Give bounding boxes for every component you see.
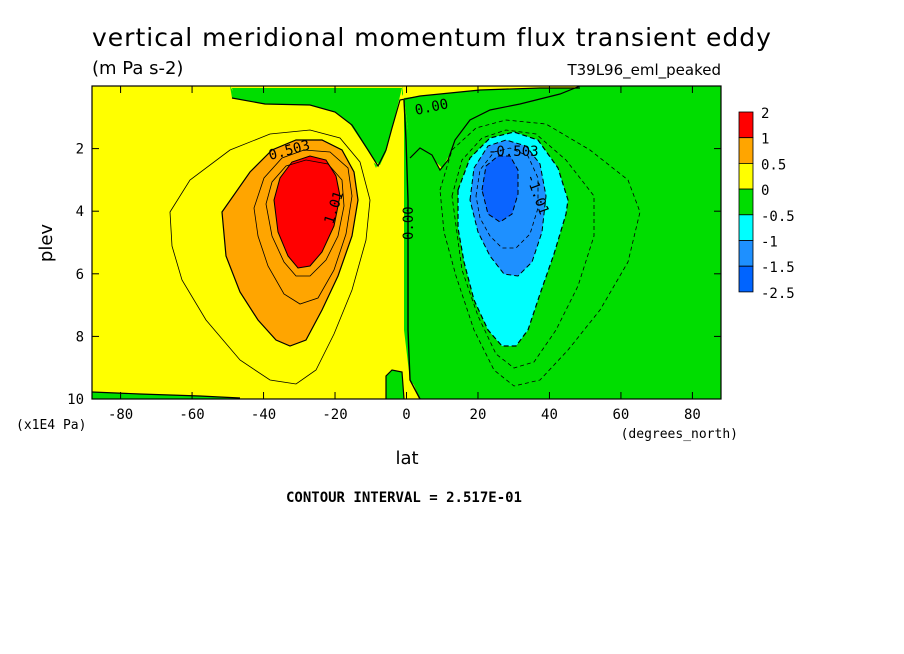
contour-zero-line	[403, 99, 421, 400]
y-axis-units: (x1E4 Pa)	[16, 418, 86, 433]
contour-positive-2	[265, 159, 345, 277]
x-axis-units: (degrees_north)	[621, 427, 738, 442]
colorbar-label: 1	[761, 132, 769, 148]
x-axis: -80 -60 -40 -20 0 20 40 60 80	[108, 86, 701, 423]
region-positive-red	[273, 155, 341, 269]
contour-label-zero-top: 0.00	[414, 96, 450, 119]
colorbar-label: -0.5	[761, 209, 795, 225]
contour-lines	[91, 85, 641, 400]
x-axis-label: lat	[395, 448, 418, 469]
colorbar-label: 0.5	[761, 157, 786, 173]
experiment-label: T39L96_eml_peaked	[566, 61, 721, 80]
y-tick-label: 8	[76, 329, 84, 345]
contour-negative-2	[451, 129, 595, 369]
y-tick-label: 4	[76, 204, 84, 220]
contour-zero-top	[231, 87, 580, 168]
colorbar-label: 0	[761, 183, 769, 199]
plot-area	[92, 86, 721, 399]
colorbar: 2 1 0.5 0 -0.5 -1 -1.5 -2.5	[738, 106, 795, 302]
colorbar-label: 2	[761, 106, 769, 122]
contour-positive-outer	[169, 129, 371, 385]
x-tick-label: 60	[613, 407, 630, 423]
x-tick-label: -20	[322, 407, 347, 423]
colorbar-label: -1.5	[761, 260, 795, 276]
chart-title: vertical meridional momentum flux transi…	[92, 23, 772, 52]
y-tick-label: 6	[76, 267, 84, 283]
region-negative-equator	[386, 370, 404, 399]
y-tick-label: 10	[67, 392, 84, 408]
y-tick-label: 2	[76, 142, 84, 158]
contour-zero-bottom-left	[91, 391, 241, 399]
colorbar-swatch	[738, 188, 754, 216]
region-negative-top-center	[232, 88, 402, 165]
x-tick-label: 20	[470, 407, 487, 423]
x-tick-label: -40	[251, 407, 276, 423]
contour-negative-inner	[475, 147, 539, 249]
colorbar-swatch	[738, 137, 754, 164]
contour-zero-equator-patch	[385, 369, 405, 400]
region-negative-core	[481, 155, 519, 223]
colorbar-swatch	[738, 265, 754, 293]
y-axis-label: plev	[36, 224, 57, 263]
contour-interval: CONTOUR INTERVAL = 2.517E-01	[286, 490, 522, 506]
chart-units: (m Pa s-2)	[92, 58, 183, 79]
colorbar-label: -2.5	[761, 286, 795, 302]
x-tick-label: 0	[402, 407, 410, 423]
x-tick-label: 80	[684, 407, 701, 423]
x-tick-label: -80	[108, 407, 133, 423]
region-negative-top-right	[404, 88, 580, 168]
colorbar-label: -1	[761, 235, 778, 251]
contour-negative-outer	[439, 119, 641, 387]
y-axis: 2 4 6 8 10	[67, 142, 721, 408]
colorbar-swatch	[738, 214, 754, 241]
colorbar-swatch	[738, 162, 754, 190]
contour-label-zero-mid: 0.00	[401, 206, 417, 240]
colorbar-swatch	[738, 240, 754, 267]
contour-positive-1	[253, 149, 353, 305]
contour-label-neg-0503: -0.503	[488, 144, 539, 160]
x-tick-label: 40	[541, 407, 558, 423]
contour-zero-right-lobe	[409, 85, 581, 172]
x-tick-label: -60	[179, 407, 204, 423]
colorbar-swatch	[738, 111, 754, 139]
